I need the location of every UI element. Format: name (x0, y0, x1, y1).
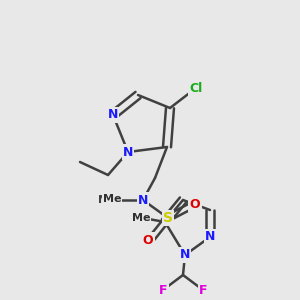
Text: F: F (159, 284, 167, 296)
Text: Cl: Cl (189, 82, 203, 94)
Text: O: O (190, 197, 200, 211)
Text: O: O (143, 233, 153, 247)
Text: Me: Me (103, 194, 121, 204)
Text: Me: Me (132, 213, 150, 223)
Text: N: N (180, 248, 190, 262)
Text: N: N (108, 109, 118, 122)
Text: N: N (138, 194, 148, 206)
Text: S: S (163, 211, 173, 225)
Text: N: N (123, 146, 133, 158)
Text: N: N (205, 230, 215, 244)
Text: F: F (199, 284, 207, 296)
Text: Me: Me (98, 195, 116, 205)
